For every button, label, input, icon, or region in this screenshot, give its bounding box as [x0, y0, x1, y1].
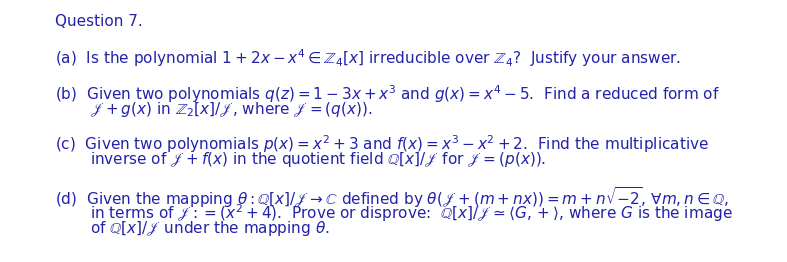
Text: in terms of $\mathscr{J} := (x^2 + 4)$.  Prove or disprove:  $\mathbb{Q}[x]/\mat: in terms of $\mathscr{J} := (x^2 + 4)$. …: [90, 202, 733, 224]
Text: (b)  Given two polynomials $q(z) = 1 - 3x + x^3$ and $g(x) = x^4 - 5$.  Find a r: (b) Given two polynomials $q(z) = 1 - 3x…: [55, 83, 720, 105]
Text: Question 7.: Question 7.: [55, 14, 142, 29]
Text: (d)  Given the mapping $\theta : \mathbb{Q}[x]/\mathscr{J} \to \mathbb{C}$ defin: (d) Given the mapping $\theta : \mathbb{…: [55, 185, 729, 210]
Text: (c)  Given two polynomials $p(x) = x^2 + 3$ and $f(x) = x^3 - x^2 + 2$.  Find th: (c) Given two polynomials $p(x) = x^2 + …: [55, 133, 709, 155]
Text: (a)  Is the polynomial $1 + 2x - x^4 \in \mathbb{Z}_4[x]$ irreducible over $\mat: (a) Is the polynomial $1 + 2x - x^4 \in …: [55, 47, 682, 69]
Text: $\mathscr{J} + g(x)$ in $\mathbb{Z}_2[x]/\mathscr{J}$, where $\mathscr{J} = (q(x: $\mathscr{J} + g(x)$ in $\mathbb{Z}_2[x]…: [90, 100, 372, 119]
Text: inverse of $\mathscr{J} + f(x)$ in the quotient field $\mathbb{Q}[x]/\mathscr{J}: inverse of $\mathscr{J} + f(x)$ in the q…: [90, 150, 546, 169]
Text: of $\mathbb{Q}[x]/\mathscr{J}$ under the mapping $\theta$.: of $\mathbb{Q}[x]/\mathscr{J}$ under the…: [90, 219, 330, 238]
